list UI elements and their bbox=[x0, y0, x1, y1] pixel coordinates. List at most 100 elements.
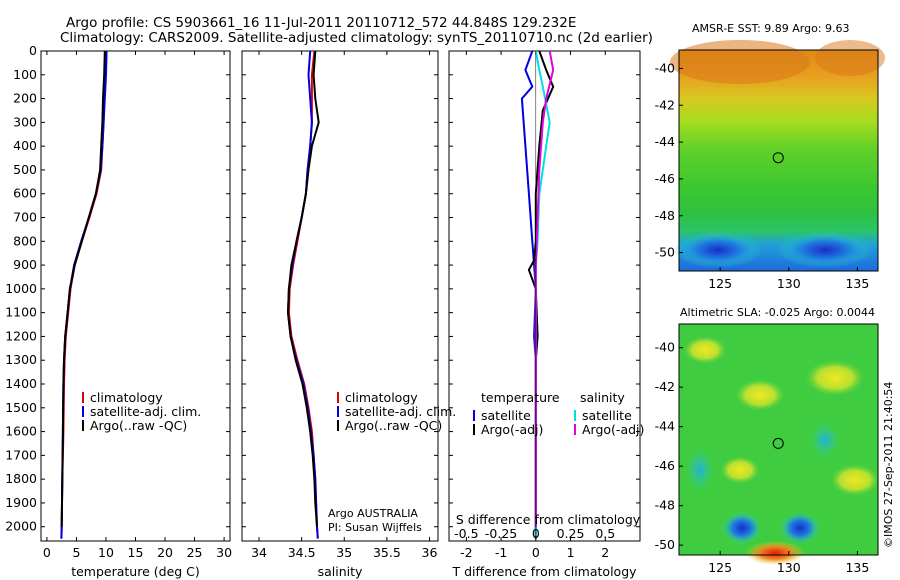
y-tick-label: 1900 bbox=[5, 495, 37, 510]
top-tick-label: 0.25 bbox=[557, 526, 585, 541]
legend-label: Argo(-adj) bbox=[582, 422, 644, 437]
y-tick-label: 0 bbox=[29, 43, 37, 58]
y-tick-label: 1000 bbox=[5, 281, 37, 296]
sst-map-frame bbox=[678, 49, 879, 272]
legend-label: Argo(..raw -QC) bbox=[90, 418, 187, 433]
sla-patch-1 bbox=[683, 336, 727, 364]
sla-map-panel: Altimetric SLA: -0.025 Argo: 0.0044 125 1… bbox=[655, 306, 880, 575]
sst-cold-patch-east bbox=[777, 232, 873, 268]
x-axis-label: temperature (deg C) bbox=[71, 564, 200, 579]
y-tick-label: 1500 bbox=[5, 400, 37, 415]
map-y-tick-label: -46 bbox=[655, 171, 675, 186]
annotation-institution: Argo AUSTRALIA bbox=[328, 507, 418, 520]
sla-patch-5 bbox=[830, 464, 880, 496]
sla-map-axes: 125 130 135 -40 -42 -44 -46 -48 -50 bbox=[655, 340, 870, 575]
sla-map-title: Altimetric SLA: -0.025 Argo: 0.0044 bbox=[680, 306, 875, 319]
sla-low-west bbox=[722, 512, 762, 544]
legend-label: satellite bbox=[481, 408, 531, 423]
map-x-tick-label: 135 bbox=[845, 560, 869, 575]
legend-label: Argo(-adj) bbox=[481, 422, 543, 437]
series-line-climatology bbox=[60, 50, 107, 539]
map-x-tick-label: 125 bbox=[708, 560, 732, 575]
x-tick-label: -2 bbox=[460, 545, 472, 560]
map-y-tick-label: -46 bbox=[655, 458, 675, 473]
sst-map-title: AMSR-E SST: 9.89 Argo: 9.63 bbox=[692, 22, 850, 35]
map-x-tick-label: 130 bbox=[777, 560, 801, 575]
x-tick-label: 20 bbox=[157, 545, 173, 560]
plot-frame bbox=[241, 50, 439, 542]
y-tick-label: 600 bbox=[13, 186, 37, 201]
y-tick-label: 1200 bbox=[5, 328, 37, 343]
sla-patch-4 bbox=[720, 456, 760, 484]
timestamp-stamp: ©IMOS 27-Sep-2011 21:40:54 bbox=[882, 382, 895, 548]
map-y-tick-label: -44 bbox=[655, 134, 675, 149]
y-tick-label: 900 bbox=[13, 257, 37, 272]
y-tick-label: 800 bbox=[13, 233, 37, 248]
y-tick-label: 100 bbox=[13, 67, 37, 82]
sst-warm-patch-east bbox=[815, 40, 885, 76]
sst-warm-patch bbox=[670, 40, 810, 84]
legend-label: climatology bbox=[90, 390, 163, 405]
x-tick-label: 1 bbox=[567, 545, 575, 560]
y-tick-label: 1400 bbox=[5, 376, 37, 391]
map-y-tick-label: -50 bbox=[655, 245, 675, 260]
y-tick-label: 300 bbox=[13, 114, 37, 129]
plot-frame bbox=[448, 50, 641, 542]
x-tick-label: 30 bbox=[216, 545, 232, 560]
y-tick-label: 500 bbox=[13, 162, 37, 177]
map-y-tick-label: -44 bbox=[655, 419, 675, 434]
sla-low-east bbox=[780, 512, 820, 544]
x-tick-label: -1 bbox=[495, 545, 507, 560]
x-axis-label: salinity bbox=[318, 564, 363, 579]
map-x-tick-label: 135 bbox=[845, 276, 869, 291]
legend-label: satellite-adj. clim. bbox=[345, 404, 456, 419]
legend-label: Argo(..raw -QC) bbox=[345, 418, 442, 433]
series-line-argo-raw-qc- bbox=[286, 50, 320, 527]
x-tick-label: 10 bbox=[98, 545, 114, 560]
y-tick-label: 200 bbox=[13, 91, 37, 106]
top-tick-label: -0.5 bbox=[454, 526, 478, 541]
sla-patch-7 bbox=[686, 448, 714, 492]
y-tick-label: 1300 bbox=[5, 352, 37, 367]
map-x-tick-label: 125 bbox=[708, 276, 732, 291]
legend-label: satellite bbox=[582, 408, 632, 423]
salinity-panel: 34 34.5 35 35.5 36 salinity climatologysatelli… bbox=[241, 50, 456, 579]
x-tick-label: 34.5 bbox=[288, 545, 316, 560]
sst-cold-patch-west bbox=[674, 232, 762, 268]
top-tick-label: 0.5 bbox=[595, 526, 615, 541]
sla-patch-2 bbox=[735, 379, 785, 411]
y-tick-label: 1700 bbox=[5, 447, 37, 462]
top-axis-label: S difference from climatology bbox=[456, 512, 641, 527]
sst-map-panel: AMSR-E SST: 9.89 Argo: 9.63 125 130 135 -40… bbox=[655, 22, 885, 291]
sla-patch-3 bbox=[805, 360, 865, 396]
legend-label: satellite-adj. clim. bbox=[90, 404, 201, 419]
y-tick-label: 1600 bbox=[5, 424, 37, 439]
series-line-argo-raw-qc- bbox=[60, 50, 106, 527]
x-tick-label: 5 bbox=[72, 545, 80, 560]
map-y-tick-label: -48 bbox=[655, 498, 675, 513]
x-axis-label: T difference from climatology bbox=[451, 564, 637, 579]
figure-title-line1: Argo profile: CS 5903661_16 11-Jul-2011 … bbox=[66, 15, 576, 31]
map-x-tick-label: 130 bbox=[777, 276, 801, 291]
map-y-tick-label: -42 bbox=[655, 379, 675, 394]
annotation-pi: PI: Susan Wijffels bbox=[328, 521, 422, 534]
difference-panel: -2 -1 0 1 2 T difference from climatology temp… bbox=[448, 50, 644, 579]
x-tick-label: 35 bbox=[336, 545, 352, 560]
map-y-tick-label: -50 bbox=[655, 537, 675, 552]
y-tick-label: 400 bbox=[13, 138, 37, 153]
legend-salinity-title: salinity bbox=[580, 390, 625, 405]
y-tick-label: 700 bbox=[13, 210, 37, 225]
legend-temperature-title: temperature bbox=[481, 390, 560, 405]
sla-high-south bbox=[745, 541, 805, 565]
map-y-tick-label: -42 bbox=[655, 97, 675, 112]
y-tick-label: 1800 bbox=[5, 471, 37, 486]
x-tick-label: 0 bbox=[532, 545, 540, 560]
y-tick-label: 2000 bbox=[5, 519, 37, 534]
legend-label: climatology bbox=[345, 390, 418, 405]
x-tick-label: 34 bbox=[251, 545, 267, 560]
sla-patch-6 bbox=[810, 422, 840, 458]
series-line-temperature-satellite bbox=[520, 50, 537, 539]
sla-map-frame bbox=[678, 323, 879, 556]
top-tick-label: 0 bbox=[532, 526, 540, 541]
